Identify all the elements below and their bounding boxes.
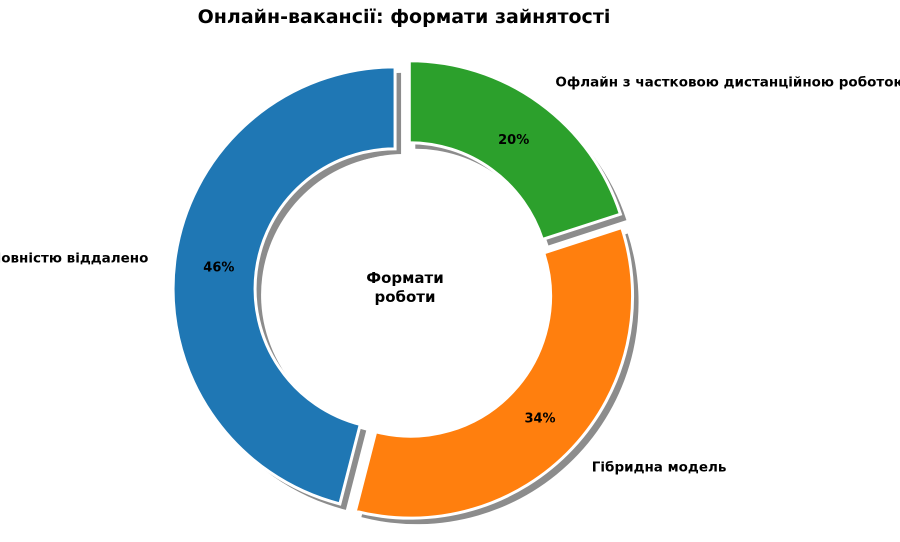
center-label-line-2: роботи: [374, 288, 435, 306]
chart-title: Онлайн-вакансії: формати зайнятості: [198, 6, 611, 28]
category-label: Гібридна модель: [592, 459, 727, 475]
slice-3: [407, 59, 623, 242]
donut-hole: [268, 154, 540, 426]
slice-2: [353, 225, 635, 520]
value-label: 34%: [524, 412, 555, 427]
category-label: Офлайн з частковою дистанційною роботою: [555, 75, 900, 91]
category-label: Повністю віддалено: [0, 251, 148, 267]
slice-1: [171, 65, 397, 506]
center-label-line-1: Формати: [366, 269, 444, 287]
value-label: 20%: [498, 133, 529, 148]
value-label: 46%: [203, 261, 234, 276]
